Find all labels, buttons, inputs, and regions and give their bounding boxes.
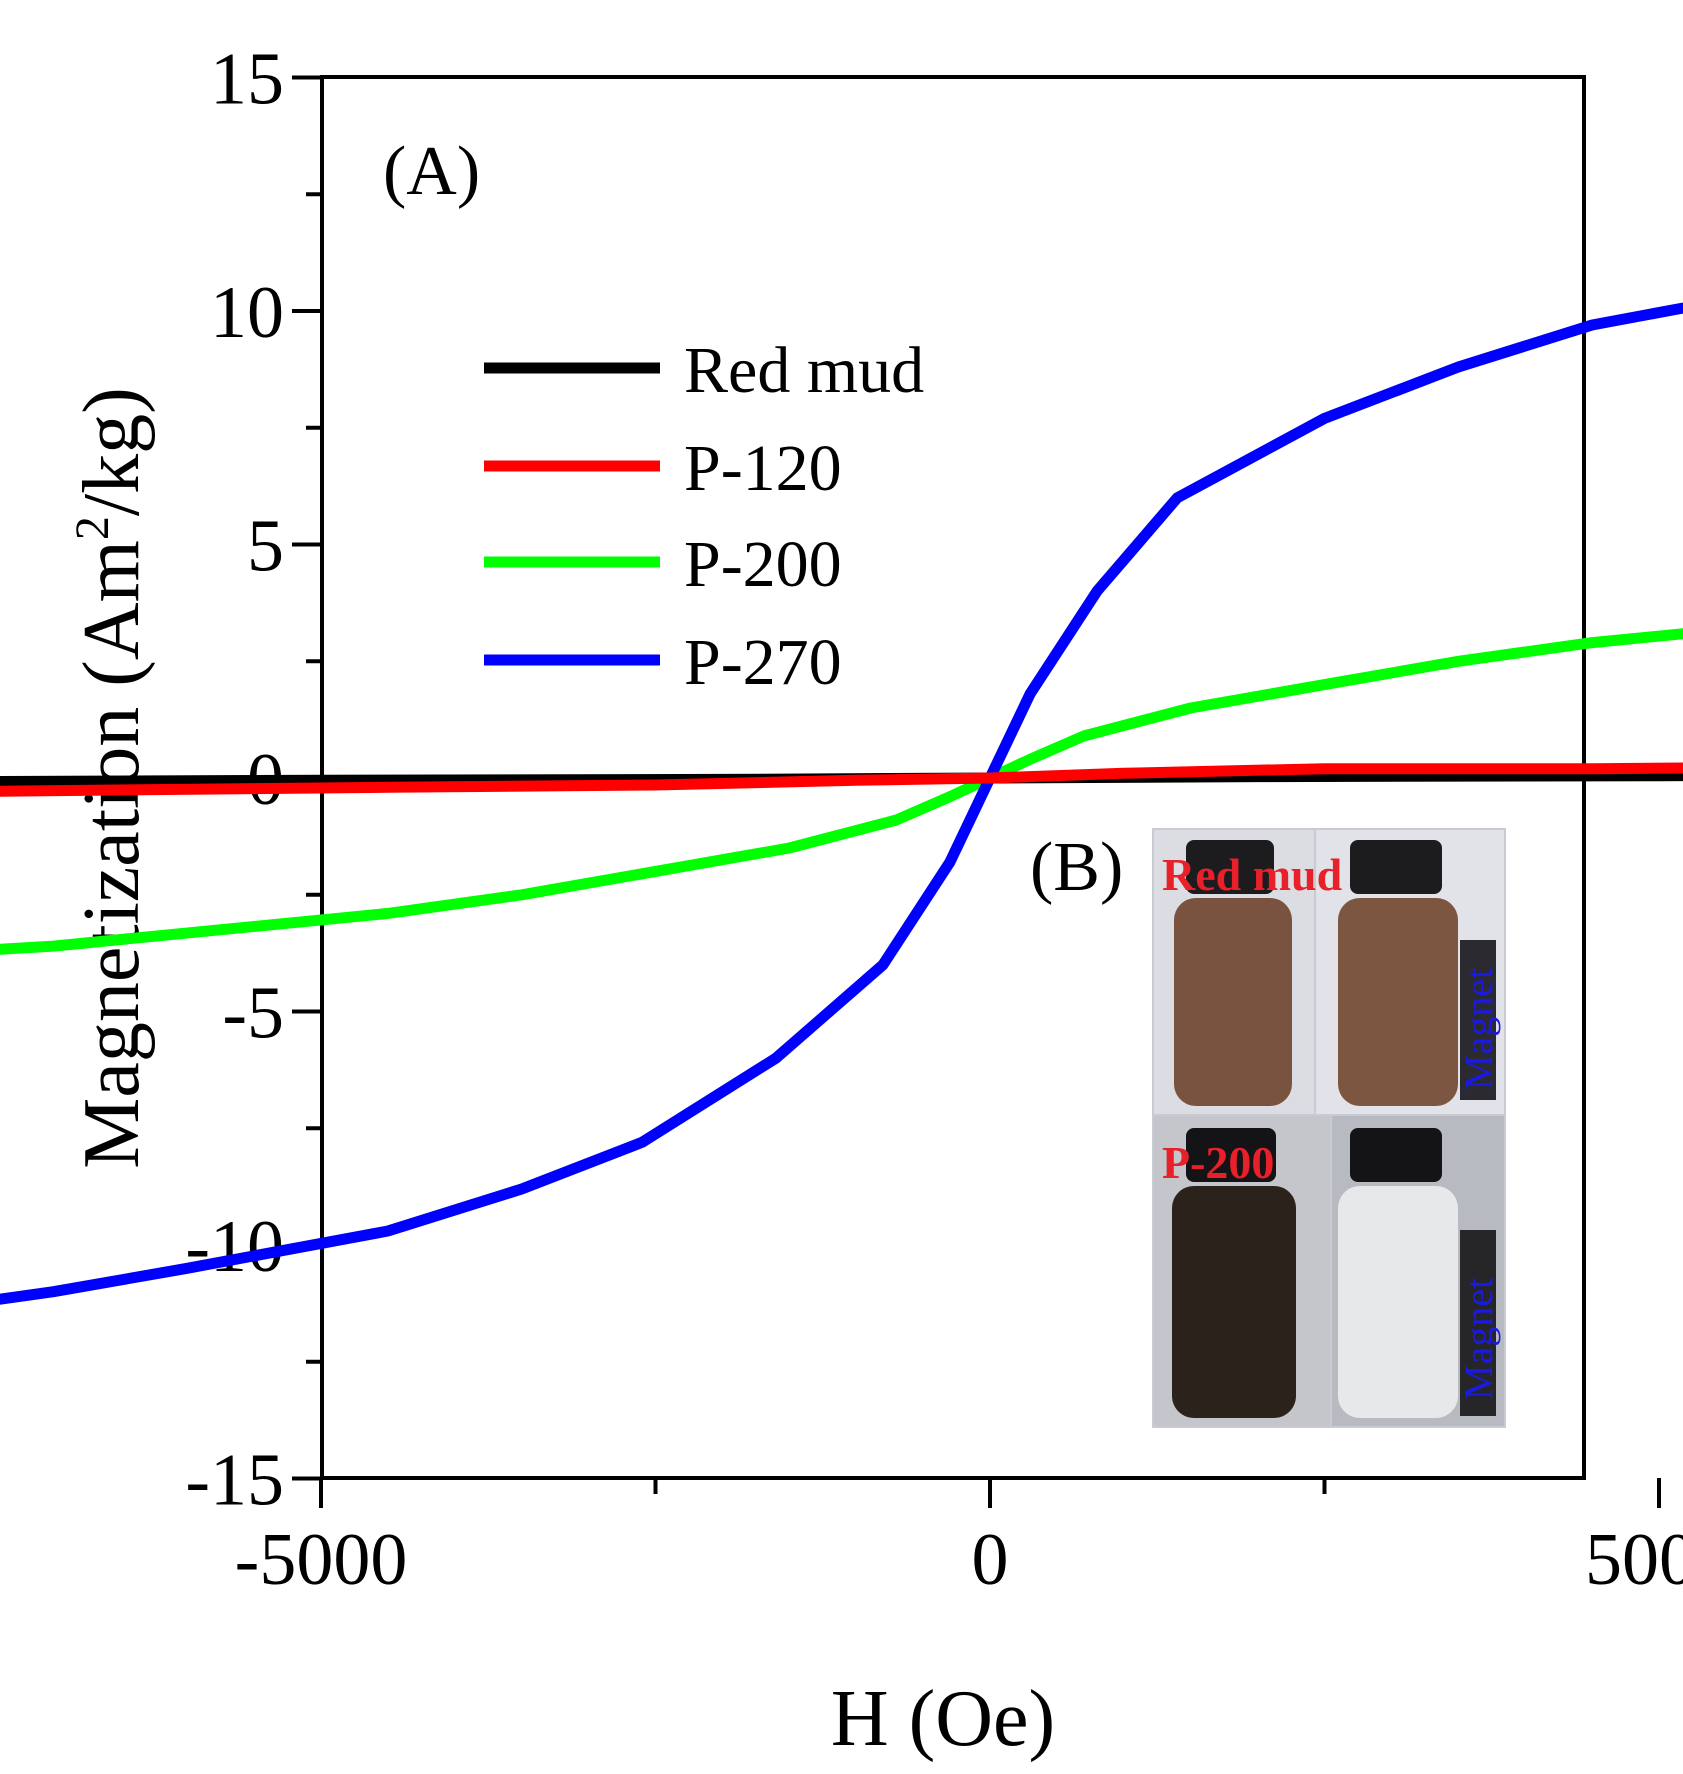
legend-label: P-120 xyxy=(684,432,842,505)
bottle-body-bottom-left xyxy=(1172,1186,1296,1418)
y-axis-title-main: Magnetization (Am xyxy=(68,540,156,1169)
bottle-body-bottom-right xyxy=(1338,1186,1458,1418)
series-layer xyxy=(0,302,1683,1305)
y-axis-title-superscript: 2 xyxy=(66,516,119,540)
bottle-body-top-right xyxy=(1338,898,1458,1106)
y-tick-label: -10 xyxy=(185,1206,284,1288)
bottle-cap-bottom-right xyxy=(1350,1128,1442,1182)
magnet-bottom xyxy=(1460,1230,1496,1416)
legend: Red mud P-120 P-200 P-270 xyxy=(484,334,924,699)
y-tick-label: -5 xyxy=(222,973,284,1055)
panel-label-b: (B) xyxy=(1030,829,1123,906)
y-tick-label: 10 xyxy=(210,272,284,354)
y-axis-title-tail: /kg) xyxy=(68,387,156,516)
legend-label: P-200 xyxy=(684,528,842,601)
inset-sample-label-bottom: P-200 xyxy=(1162,1137,1274,1188)
inset-magnet-label-bottom: Magnet xyxy=(1456,1278,1501,1400)
y-tick-label: 15 xyxy=(210,39,284,121)
inset-sample-label-top: Red mud xyxy=(1162,849,1343,900)
panel-label-a: (A) xyxy=(383,133,480,210)
inset-photo: Red mud P-200 Magnet Magnet xyxy=(1152,828,1506,1428)
y-tick-label: -15 xyxy=(185,1440,284,1522)
magnet-top xyxy=(1460,940,1496,1100)
bottle-cap-bottom-left xyxy=(1186,1128,1276,1182)
bottle-body-top-left xyxy=(1174,898,1292,1106)
bottle-cap-top-right xyxy=(1350,840,1442,894)
series-line-p-120 xyxy=(0,762,1683,797)
legend-label: Red mud xyxy=(684,334,924,407)
inset-magnet-label-top: Magnet xyxy=(1456,968,1501,1090)
legend-label: P-270 xyxy=(684,626,842,699)
y-axis-title: Magnetization (Am2/kg) xyxy=(66,387,156,1169)
y-tick-label: 5 xyxy=(247,506,284,588)
x-tick-label: 5000 xyxy=(1585,1519,1683,1601)
bottle-cap-top-left xyxy=(1186,840,1274,894)
x-axis-title: H (Oe) xyxy=(831,1675,1055,1763)
x-axis-ticks: -10000-50000500010000 xyxy=(235,1478,1683,1601)
x-tick-label: -5000 xyxy=(235,1519,408,1601)
x-tick-label: 0 xyxy=(972,1519,1009,1601)
